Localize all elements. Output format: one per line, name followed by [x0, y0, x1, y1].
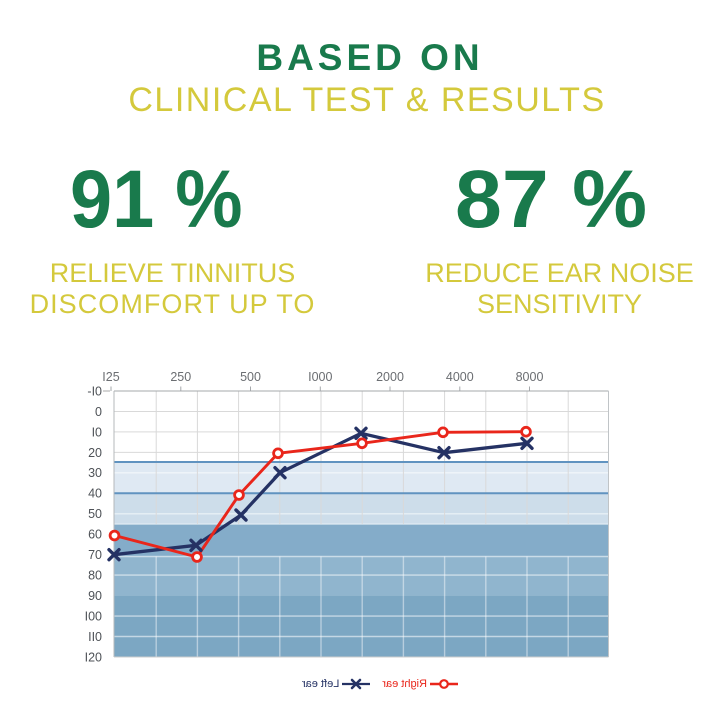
- svg-text:2000: 2000: [376, 370, 404, 384]
- svg-text:4000: 4000: [446, 370, 474, 384]
- svg-text:80: 80: [88, 569, 102, 583]
- svg-text:I000: I000: [308, 370, 332, 384]
- svg-text:70: 70: [88, 548, 102, 562]
- svg-text:I25: I25: [102, 370, 119, 384]
- svg-text:I0: I0: [92, 425, 102, 439]
- svg-text:8000: 8000: [516, 370, 544, 384]
- svg-text:40: 40: [88, 487, 102, 501]
- svg-text:II0: II0: [88, 630, 102, 644]
- svg-text:500: 500: [240, 370, 261, 384]
- svg-text:20: 20: [88, 446, 102, 460]
- svg-text:I00: I00: [85, 610, 102, 624]
- svg-text:I20: I20: [85, 650, 102, 664]
- svg-text:50: 50: [88, 507, 102, 521]
- svg-text:0: 0: [95, 405, 102, 419]
- svg-text:90: 90: [88, 589, 102, 603]
- svg-text:60: 60: [88, 528, 102, 542]
- svg-text:-I0: -I0: [87, 384, 102, 398]
- svg-text:30: 30: [88, 466, 102, 480]
- svg-text:250: 250: [170, 370, 191, 384]
